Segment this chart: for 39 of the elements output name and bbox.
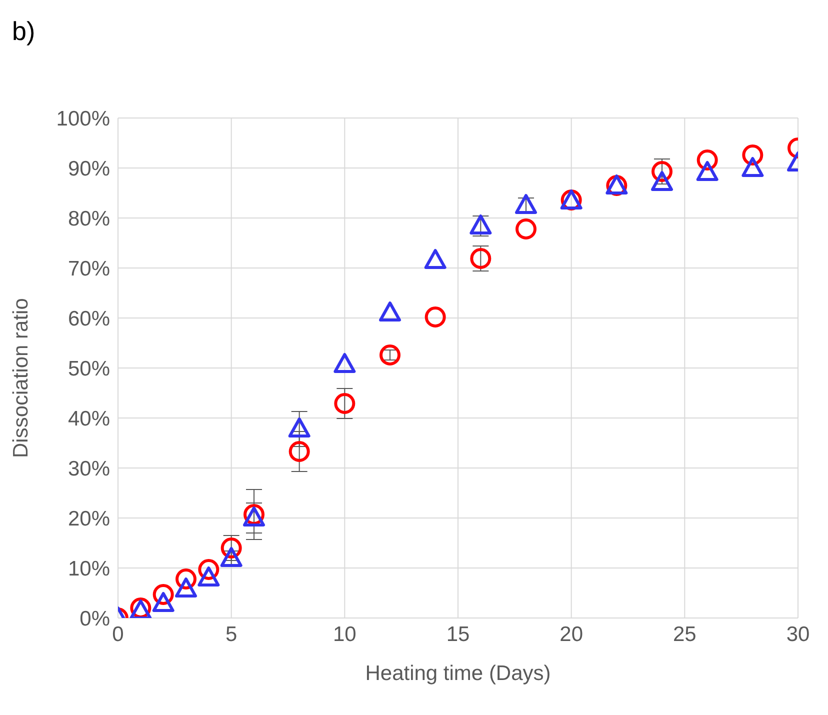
point [380, 344, 400, 366]
y-tick-label: 90% [68, 157, 110, 180]
x-tick-label: 30 [786, 622, 810, 646]
y-tick-label: 100% [56, 107, 110, 130]
point [516, 218, 536, 240]
point [742, 157, 764, 177]
point [424, 249, 446, 269]
x-tick-label: 5 [225, 622, 238, 646]
y-tick-label: 20% [68, 507, 110, 530]
y-tick-label: 70% [68, 257, 110, 280]
point [175, 578, 197, 598]
point [288, 418, 310, 438]
y-tick-label: 80% [68, 207, 110, 230]
text: b) [12, 16, 36, 47]
point [334, 393, 356, 414]
point [651, 171, 673, 191]
point [288, 441, 310, 462]
y-tick-label: 50% [68, 357, 110, 380]
point [696, 161, 718, 181]
point [152, 592, 174, 612]
x-axis-title: Heating time (Days) [365, 662, 551, 685]
y-tick-label: 30% [68, 457, 110, 480]
y-tick-label: 60% [68, 307, 110, 330]
x-tick-label: 15 [446, 622, 470, 646]
point [379, 302, 401, 322]
y-tick-label: 0% [80, 607, 110, 630]
y-tick-label: 10% [68, 557, 110, 580]
y-axis-title: Dissociation ratio [9, 298, 32, 458]
point [424, 306, 446, 328]
point [198, 559, 220, 580]
point [334, 353, 356, 373]
x-tick-label: 20 [560, 622, 584, 646]
x-tick-label: 25 [672, 622, 696, 646]
point [220, 547, 242, 567]
point [198, 566, 220, 586]
x-tick-label: 10 [332, 622, 356, 646]
y-tick-label: 40% [68, 407, 110, 430]
x-tick-label: 0 [112, 622, 124, 646]
point [515, 194, 537, 214]
